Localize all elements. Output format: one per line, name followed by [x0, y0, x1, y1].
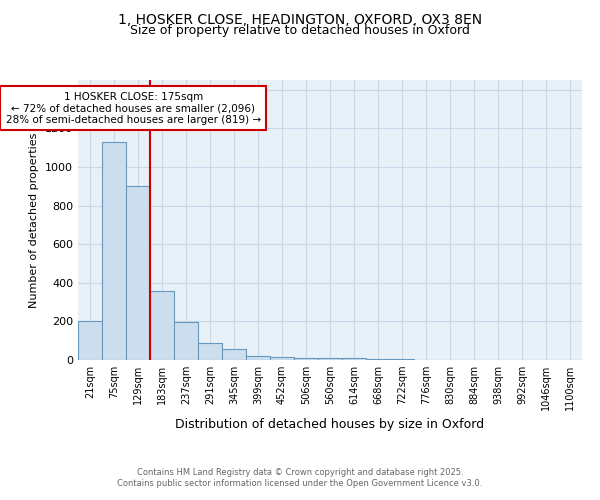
- Bar: [150, 292, 174, 360]
- Bar: [270, 356, 294, 360]
- Bar: [78, 322, 102, 360]
- Bar: [318, 358, 342, 360]
- Bar: [366, 359, 390, 360]
- Bar: [126, 186, 150, 360]
- X-axis label: Distribution of detached houses by size in Oxford: Distribution of detached houses by size …: [175, 418, 485, 432]
- Bar: [294, 358, 318, 360]
- Bar: [174, 322, 198, 360]
- Bar: [102, 142, 126, 360]
- Y-axis label: Number of detached properties: Number of detached properties: [29, 132, 40, 308]
- Bar: [222, 349, 246, 360]
- Text: 1, HOSKER CLOSE, HEADINGTON, OXFORD, OX3 8EN: 1, HOSKER CLOSE, HEADINGTON, OXFORD, OX3…: [118, 12, 482, 26]
- Bar: [246, 356, 270, 360]
- Bar: [390, 359, 414, 360]
- Text: 1 HOSKER CLOSE: 175sqm
← 72% of detached houses are smaller (2,096)
28% of semi-: 1 HOSKER CLOSE: 175sqm ← 72% of detached…: [5, 92, 261, 125]
- Bar: [342, 358, 366, 360]
- Text: Contains HM Land Registry data © Crown copyright and database right 2025.
Contai: Contains HM Land Registry data © Crown c…: [118, 468, 482, 487]
- Bar: [198, 342, 222, 360]
- Text: Size of property relative to detached houses in Oxford: Size of property relative to detached ho…: [130, 24, 470, 37]
